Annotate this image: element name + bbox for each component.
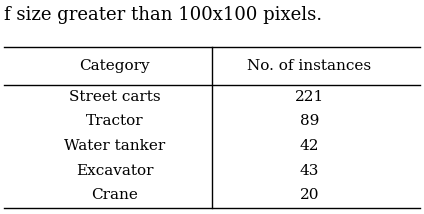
Text: Excavator: Excavator bbox=[76, 164, 153, 178]
Text: Water tanker: Water tanker bbox=[64, 139, 165, 153]
Text: 89: 89 bbox=[300, 114, 319, 128]
Text: 43: 43 bbox=[300, 164, 319, 178]
Text: Tractor: Tractor bbox=[86, 114, 143, 128]
Text: Street carts: Street carts bbox=[69, 90, 160, 104]
Text: Crane: Crane bbox=[91, 188, 138, 202]
Text: 221: 221 bbox=[295, 90, 324, 104]
Text: f size greater than 100x100 pixels.: f size greater than 100x100 pixels. bbox=[4, 6, 322, 24]
Text: 42: 42 bbox=[300, 139, 319, 153]
Text: No. of instances: No. of instances bbox=[248, 59, 371, 73]
Text: Category: Category bbox=[79, 59, 150, 73]
Text: 20: 20 bbox=[300, 188, 319, 202]
